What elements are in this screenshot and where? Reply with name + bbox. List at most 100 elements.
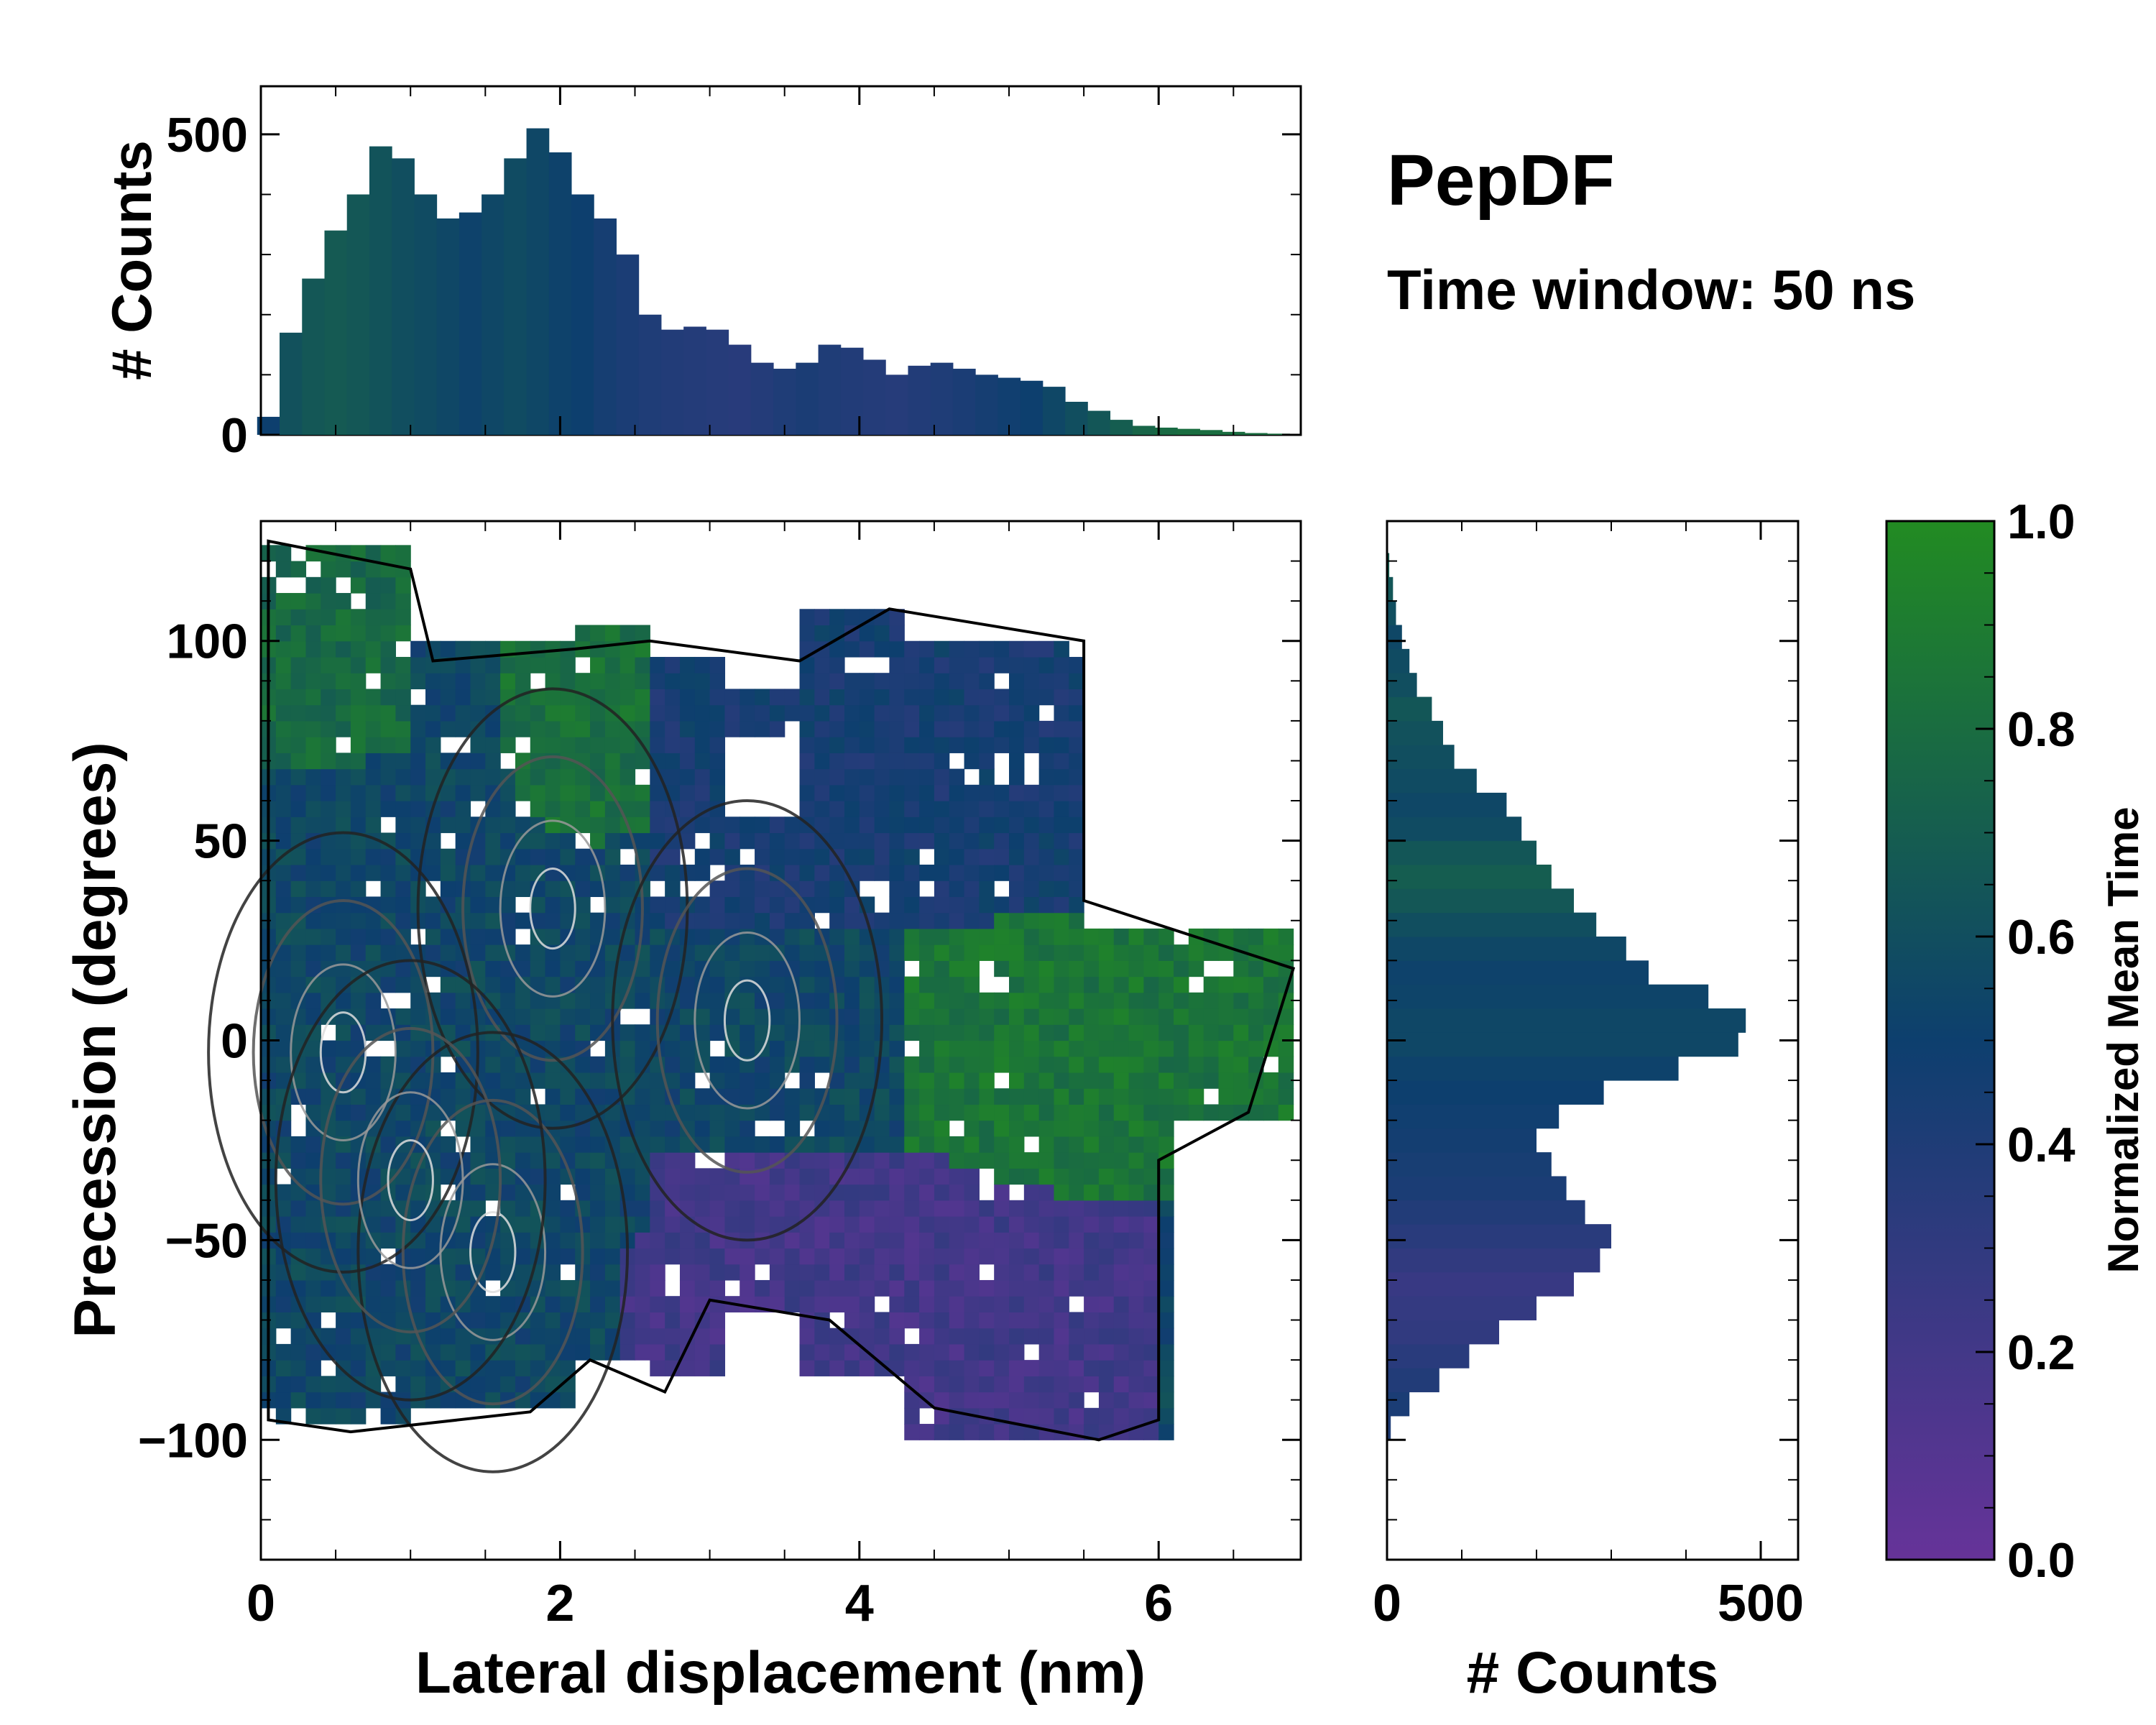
heatmap-cell [1069, 1088, 1084, 1105]
heatmap-cell [1038, 1152, 1055, 1169]
top-histogram-bar [638, 314, 662, 435]
heatmap-cell [799, 1184, 815, 1201]
heatmap-cell [500, 689, 516, 706]
heatmap-cell [619, 1136, 636, 1153]
heatmap-cell [1143, 1008, 1159, 1025]
heatmap-cell [934, 1279, 950, 1297]
heatmap-cell [650, 1152, 665, 1169]
heatmap-cell [665, 1232, 681, 1249]
heatmap-cell [934, 1136, 950, 1153]
heatmap-cell [1038, 1392, 1055, 1409]
heatmap-cell [1084, 944, 1100, 961]
heatmap-cell [290, 768, 307, 786]
heatmap-cell [769, 1168, 786, 1185]
heatmap-cell [755, 1024, 770, 1041]
heatmap-cell [380, 704, 396, 722]
heatmap-cell [709, 960, 726, 978]
heatmap-cell [590, 880, 606, 898]
heatmap-cell [336, 1296, 351, 1313]
heatmap-cell [275, 593, 292, 610]
heatmap-cell [321, 609, 336, 626]
heatmap-cell [485, 768, 501, 786]
heatmap-cell [500, 1200, 516, 1217]
heatmap-cell [470, 1152, 486, 1169]
heatmap-cell [321, 912, 336, 929]
heatmap-cell [994, 960, 1010, 978]
heatmap-cell [904, 1168, 920, 1185]
heatmap-cell [275, 896, 292, 914]
heatmap-cell [1009, 928, 1025, 945]
heatmap-cell [844, 768, 860, 786]
heatmap-cell [635, 960, 650, 978]
heatmap-cell [1038, 753, 1055, 770]
top-histogram-bar [1110, 420, 1133, 435]
heatmap-cell [336, 848, 351, 865]
heatmap-cell [1113, 1376, 1130, 1393]
heatmap-cell [470, 689, 486, 706]
heatmap-cell [650, 673, 665, 690]
heatmap-cell [590, 1168, 606, 1185]
heatmap-cell [740, 1040, 755, 1057]
heatmap-cell [919, 1328, 935, 1345]
heatmap-cell [545, 801, 561, 817]
heatmap-cell [485, 1312, 501, 1329]
heatmap-cell [829, 737, 845, 753]
heatmap-cell [1113, 1088, 1130, 1105]
heatmap-cell [1278, 1040, 1294, 1057]
heatmap-cell [650, 1279, 665, 1297]
heatmap-cell [889, 1264, 905, 1281]
heatmap-cell [994, 912, 1010, 929]
top-histogram-bar [1132, 426, 1156, 435]
heatmap-cell [290, 656, 307, 673]
heatmap-cell [1128, 1376, 1144, 1393]
heatmap-cell [679, 1024, 696, 1041]
heatmap-cell [814, 880, 830, 898]
heatmap-cell [1023, 1040, 1040, 1057]
heatmap-cell [874, 1248, 890, 1265]
heatmap-cell [694, 1264, 711, 1281]
heatmap-cell [1113, 1264, 1130, 1281]
heatmap-cell [455, 1232, 471, 1249]
heatmap-cell [1113, 1184, 1130, 1201]
heatmap-cell [1128, 1072, 1144, 1089]
heatmap-cell [395, 801, 411, 817]
heatmap-cell [964, 1360, 980, 1376]
heatmap-cell [305, 1279, 321, 1297]
heatmap-cell [934, 801, 950, 817]
heatmap-cell [560, 1072, 576, 1089]
heatmap-cell [799, 1072, 815, 1089]
heatmap-cell [365, 576, 382, 594]
heatmap-cell [440, 1264, 456, 1281]
heatmap-cell [1128, 944, 1144, 961]
heatmap-cell [1128, 1008, 1144, 1025]
heatmap-cell [799, 1040, 815, 1057]
heatmap-cell [575, 1343, 591, 1361]
top-histogram-bar [818, 344, 842, 435]
heatmap-cell [1038, 673, 1055, 690]
heatmap-cell [724, 944, 740, 961]
heatmap-cell [1143, 1360, 1159, 1376]
heatmap-cell [1069, 992, 1084, 1009]
heatmap-cell [889, 944, 905, 961]
heatmap-cell [679, 1360, 696, 1376]
heatmap-cell [964, 896, 980, 914]
heatmap-cell [949, 1328, 965, 1345]
heatmap-cell [904, 1360, 920, 1376]
heatmap-cell [305, 689, 321, 706]
heatmap-cell [964, 880, 980, 898]
heatmap-cell [650, 1248, 665, 1265]
heatmap-cell [395, 1008, 411, 1025]
heatmap-cell [1054, 768, 1069, 786]
heatmap-cell [1009, 673, 1025, 690]
heatmap-cell [679, 1264, 696, 1281]
heatmap-cell [545, 1232, 561, 1249]
top-histogram-bar [1199, 430, 1223, 435]
heatmap-cell [874, 640, 890, 658]
heatmap-cell [1248, 992, 1264, 1009]
heatmap-cell [904, 737, 920, 753]
heatmap-cell [321, 1040, 336, 1057]
heatmap-cell [769, 1056, 786, 1073]
heatmap-cell [365, 704, 382, 722]
heatmap-cell [485, 848, 501, 865]
heatmap-cell [305, 1072, 321, 1089]
